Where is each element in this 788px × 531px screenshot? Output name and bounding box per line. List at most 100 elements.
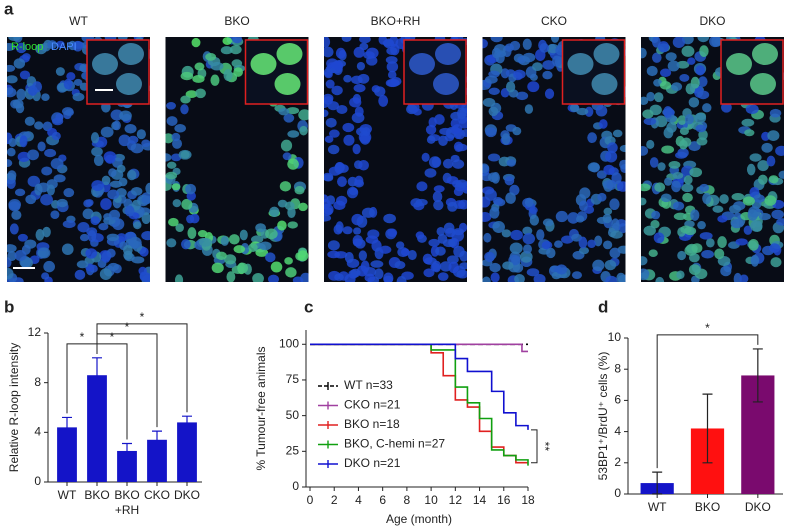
nucleus (505, 192, 516, 204)
nucleus (646, 139, 655, 150)
y-tick-label: 25 (286, 443, 300, 457)
nucleus (166, 116, 178, 126)
nucleus (220, 46, 233, 55)
nucleus (353, 46, 365, 58)
nucleus (730, 218, 744, 229)
nucleus (101, 251, 111, 263)
nucleus (676, 270, 685, 280)
nucleus (356, 61, 366, 71)
nucleus (660, 193, 672, 203)
nucleus (717, 236, 727, 249)
nucleus (721, 102, 732, 113)
nucleus (605, 275, 618, 282)
x-tick-label: 12 (449, 493, 463, 507)
nucleus (199, 237, 212, 247)
nucleus (681, 45, 695, 57)
nucleus (389, 37, 399, 47)
nucleus (61, 243, 74, 256)
nucleus (446, 255, 459, 264)
nucleus (267, 274, 280, 282)
nucleus (358, 250, 367, 261)
nucleus (448, 261, 460, 274)
nucleus (37, 247, 51, 259)
nucleus (524, 104, 534, 114)
nucleus (342, 122, 355, 133)
nucleus (248, 243, 258, 252)
y-tick-label: 8 (614, 361, 621, 375)
error-bar (152, 430, 162, 450)
nucleus (482, 97, 496, 107)
nucleus (343, 134, 355, 146)
nucleus (442, 239, 456, 248)
nucleus (358, 160, 369, 171)
nucleus (677, 115, 687, 125)
nucleus (422, 253, 433, 265)
nucleus (571, 271, 583, 280)
nucleus (607, 142, 618, 154)
nucleus (327, 240, 340, 251)
nucleus (174, 123, 186, 133)
nucleus (616, 181, 626, 192)
nucleus (47, 40, 58, 50)
nucleus (610, 230, 623, 239)
nucleus (770, 257, 782, 268)
nucleus (107, 189, 120, 200)
nucleus (43, 260, 55, 273)
nucleus (661, 145, 675, 154)
error-bar (752, 348, 763, 403)
nucleus (641, 183, 651, 192)
nucleus (561, 235, 574, 244)
nucleus (7, 75, 18, 84)
nucleus (9, 223, 19, 235)
y-tick-label: 12 (28, 325, 42, 339)
inset-nucleus (433, 73, 459, 95)
nucleus (279, 181, 292, 192)
significance-bracket (531, 429, 538, 464)
nucleus (482, 276, 491, 282)
nucleus (522, 226, 533, 235)
nucleus (519, 250, 533, 263)
nucleus (66, 72, 76, 81)
nucleus (579, 187, 591, 199)
y-tick-label: 0 (34, 474, 41, 488)
nucleus (424, 168, 437, 178)
nucleus (428, 238, 440, 247)
nucleus (269, 206, 280, 217)
significance-label: ** (538, 442, 552, 452)
x-tick-label: 10 (424, 493, 438, 507)
micrograph (641, 37, 784, 282)
nucleus (37, 141, 46, 152)
nucleus (285, 267, 297, 278)
nucleus (325, 117, 337, 128)
nucleus (522, 233, 536, 245)
nucleus (487, 153, 501, 162)
nucleus (684, 226, 697, 236)
nucleus (546, 247, 556, 259)
x-tick-label: 2 (331, 493, 338, 507)
nucleus (354, 106, 364, 117)
nucleus (85, 199, 94, 207)
nucleus (459, 250, 467, 262)
stain-label: DAPI (51, 41, 77, 53)
nucleus (672, 201, 685, 211)
nucleus (91, 146, 103, 157)
nucleus (423, 268, 435, 278)
nucleus (15, 42, 27, 54)
nucleus (458, 199, 467, 210)
nucleus (430, 262, 441, 272)
significance-label: * (140, 310, 145, 324)
nucleus (283, 113, 295, 123)
nucleus (653, 232, 665, 244)
nucleus (327, 250, 340, 259)
nucleus (180, 95, 191, 104)
nucleus (584, 106, 594, 117)
legend-label: BKO n=18 (344, 417, 400, 431)
nucleus (603, 207, 613, 216)
y-tick-label: 6 (614, 393, 621, 407)
nucleus (141, 212, 150, 225)
nucleus (194, 62, 205, 71)
nucleus (287, 158, 299, 170)
bar (177, 422, 197, 482)
nucleus (395, 241, 405, 249)
nucleus (673, 212, 687, 221)
